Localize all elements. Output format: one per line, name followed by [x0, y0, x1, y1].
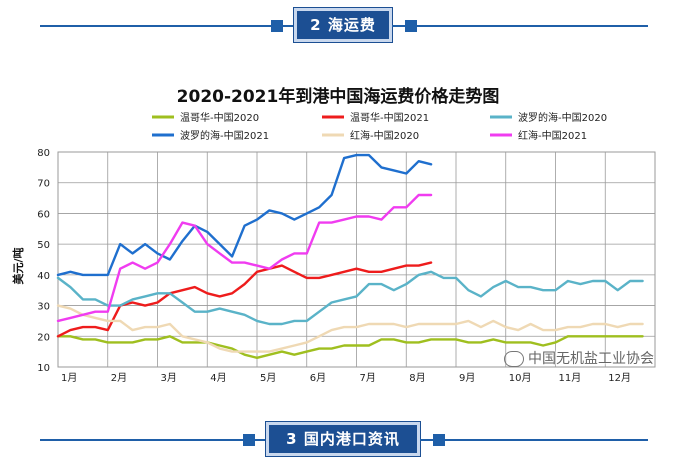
legend-label: 波罗的海-中国2020	[518, 111, 607, 124]
y-tick-label: 30	[37, 302, 50, 313]
y-tick-label: 70	[37, 179, 50, 190]
banner-line-left	[40, 439, 266, 441]
watermark-text: 中国无机盐工业协会	[528, 351, 654, 367]
y-axis-label: 美元/吨	[11, 247, 25, 284]
series-line-5	[56, 304, 644, 353]
chart-axes: 10 20 30 40 50 60 70 80 1月 2月 3月 4月 5月 6月 7月 8月 9月 10月 11月…	[37, 148, 631, 384]
chart-legend: 温哥华-中国2020 温哥华-中国2021 波罗的海-中国2020 波罗的海-中国20…	[152, 111, 607, 142]
section-title-shipping: 2 海运费	[294, 8, 392, 42]
banner-square-left	[271, 20, 283, 32]
legend-label: 红海-中国2020	[350, 129, 419, 142]
banner-line-left	[40, 25, 294, 27]
banner-line-right	[420, 439, 648, 441]
x-tick-label: 9月	[459, 372, 475, 384]
chart-grid	[57, 151, 656, 368]
y-tick-label: 20	[37, 332, 50, 343]
chart-title: 2020-2021年到港中国海运费价格走势图	[177, 86, 500, 107]
y-tick-label: 10	[37, 363, 50, 374]
y-tick-label: 80	[37, 148, 50, 159]
legend-label: 红海-中国2021	[518, 129, 587, 142]
x-tick-label: 11月	[559, 372, 582, 384]
chart-series	[56, 153, 644, 359]
wechat-icon	[504, 351, 524, 367]
y-tick-label: 40	[37, 271, 50, 282]
x-tick-label: 10月	[509, 372, 532, 384]
section-banner-bottom: 3 国内港口资讯	[0, 418, 688, 462]
series-line-1	[56, 335, 644, 359]
legend-label: 温哥华-中国2021	[350, 111, 429, 124]
watermark: 中国无机盐工业协会	[504, 348, 654, 368]
y-tick-label: 50	[37, 240, 50, 251]
series-line-4	[56, 153, 433, 277]
legend-label: 温哥华-中国2020	[180, 111, 259, 124]
section-banner-top: 2 海运费	[0, 4, 688, 48]
series-line-6	[56, 193, 433, 323]
banner-square-left	[243, 434, 255, 446]
section-title-port-news: 3 国内港口资讯	[266, 422, 420, 456]
legend-label: 波罗的海-中国2021	[180, 129, 269, 142]
x-tick-label: 1月	[61, 372, 77, 384]
x-tick-label: 8月	[409, 372, 425, 384]
x-tick-label: 12月	[608, 372, 631, 384]
x-tick-label: 3月	[161, 372, 177, 384]
banner-line-right	[392, 25, 648, 27]
x-tick-label: 6月	[310, 372, 326, 384]
x-tick-label: 5月	[260, 372, 276, 384]
series-line-3	[56, 270, 644, 326]
x-tick-label: 7月	[360, 372, 376, 384]
x-tick-label: 4月	[210, 372, 226, 384]
freight-chart: 2020-2021年到港中国海运费价格走势图 温哥华-中国2020 温哥华-中国2…	[11, 86, 656, 384]
x-tick-label: 2月	[111, 372, 127, 384]
y-tick-label: 60	[37, 209, 50, 220]
